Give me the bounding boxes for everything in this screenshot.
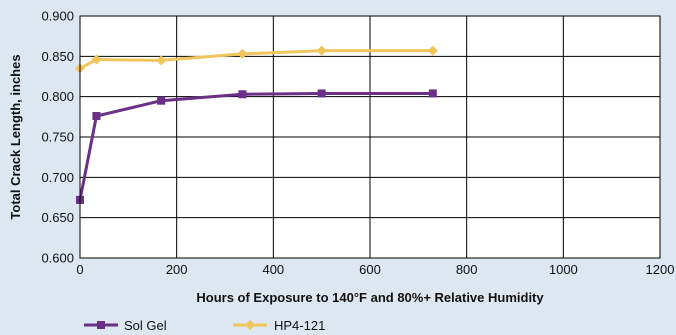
data-point-hp4-121	[316, 45, 327, 56]
x-tick-label: 400	[262, 262, 284, 277]
legend-marker-hp4-121	[245, 320, 255, 330]
legend: Sol Gel HP4-121	[84, 318, 325, 333]
x-tick-label: 1000	[549, 262, 578, 277]
y-tick-label: 0.650	[41, 210, 74, 225]
y-tick-label: 0.850	[41, 49, 74, 64]
legend-marker-sol-gel	[97, 321, 105, 329]
plot-frame	[79, 15, 661, 259]
data-point-sol-gel	[428, 89, 437, 98]
data-point-hp4-121	[156, 55, 167, 66]
data-point-hp4-121	[237, 48, 248, 59]
y-tick-label: 0.800	[41, 89, 74, 104]
y-tick-label: 0.900	[41, 9, 74, 24]
y-tick-label: 0.700	[41, 170, 74, 185]
data-point-hp4-121	[91, 54, 102, 65]
x-tick-label: 1200	[646, 262, 675, 277]
data-point-sol-gel	[317, 89, 326, 98]
legend-label-sol-gel: Sol Gel	[124, 318, 167, 333]
x-tick-label: 800	[456, 262, 478, 277]
legend-label-hp4-121: HP4-121	[274, 318, 325, 333]
data-point-hp4-121	[427, 45, 438, 56]
legend-item-sol-gel: Sol Gel	[84, 318, 167, 333]
x-axis-title: Hours of Exposure to 140°F and 80%+ Rela…	[196, 290, 544, 305]
series-line-sol-gel	[78, 91, 433, 201]
y-axis-title: Total Crack Length, inches	[8, 54, 23, 219]
data-point-sol-gel	[92, 112, 101, 121]
y-tick-label: 0.750	[41, 130, 74, 145]
x-tick-label: 600	[359, 262, 381, 277]
tick-labels: 0.600 0.650 0.700 0.750 0.800 0.850 0.900 0 200 4…	[41, 9, 674, 278]
x-tick-label: 0	[76, 262, 83, 277]
y-tick-label: 0.600	[41, 251, 74, 266]
data-point-sol-gel	[238, 90, 247, 99]
legend-item-hp4-121: HP4-121	[233, 318, 325, 333]
x-tick-label: 200	[166, 262, 188, 277]
data-point-sol-gel	[157, 96, 166, 105]
